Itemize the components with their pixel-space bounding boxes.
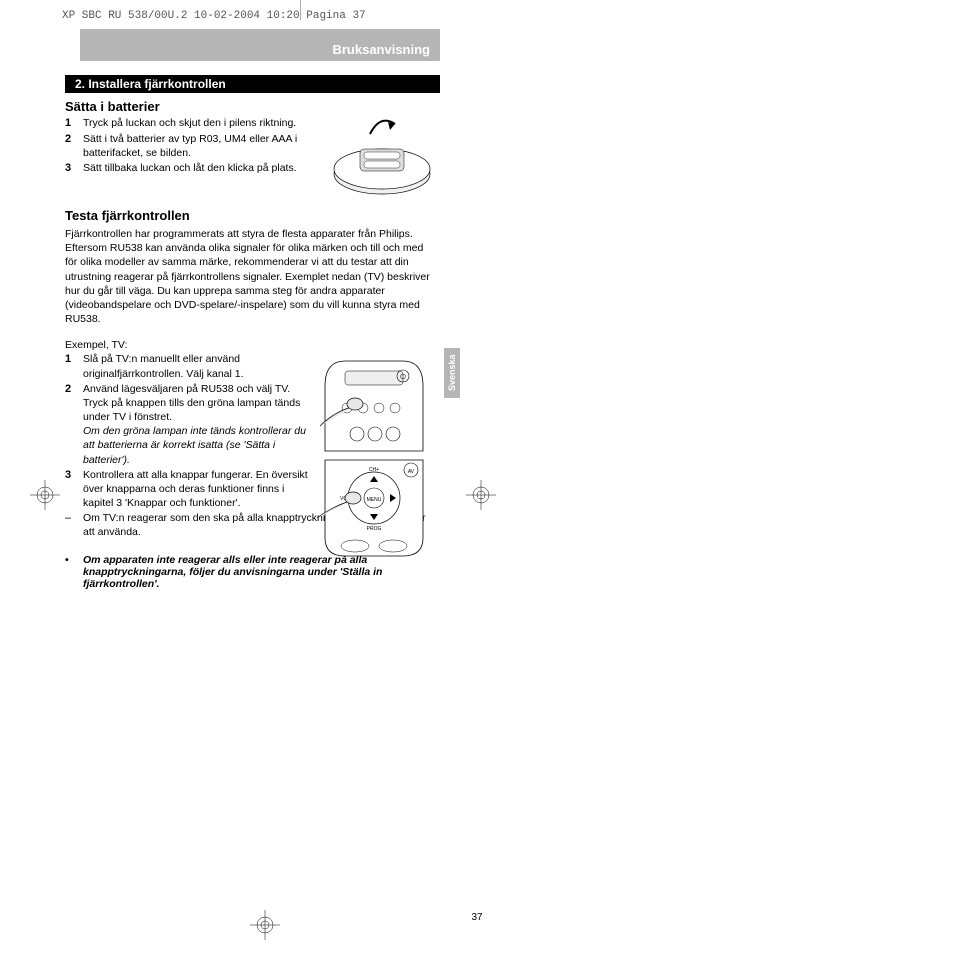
step-text: Slå på TV:n manuellt eller använd origin… [83,352,313,380]
test-steps: 1 Slå på TV:n manuellt eller använd orig… [65,352,313,510]
step-text: Tryck på luckan och skjut den i pilens r… [83,116,320,131]
step-number: 3 [65,468,83,511]
registration-mark-right [466,480,496,510]
remote-top-illustration: ⏻ [315,356,433,456]
banner-title: Bruksanvisning [332,42,430,57]
step-number: 1 [65,116,83,131]
print-header: XP SBC RU 538/00U.2 10-02-2004 10:20 Pag… [62,10,366,22]
step-number: 2 [65,132,83,160]
registration-mark-left [30,480,60,510]
step-row: 1 Slå på TV:n manuellt eller använd orig… [65,352,313,380]
svg-text:CH+: CH+ [369,467,379,473]
step-row: 2 Använd lägesväljaren på RU538 och välj… [65,382,313,467]
step-text-plain: Använd lägesväljaren på RU538 och välj T… [83,383,300,423]
battery-illustration [330,104,434,199]
banner: Bruksanvisning [80,29,440,61]
example-label: Exempel, TV: [65,338,445,352]
svg-text:⏻: ⏻ [400,373,406,381]
svg-text:MENU: MENU [367,497,382,503]
step-row: 3 Sätt tillbaka luckan och låt den klick… [65,161,320,176]
section-header: 2. Installera fjärrkontrollen [65,75,440,93]
svg-text:AV: AV [408,469,415,475]
step-text: Sätt tillbaka luckan och låt den klicka … [83,161,320,176]
step-row: 3 Kontrollera att alla knappar fungerar.… [65,468,313,511]
dash-marker: – [65,511,83,539]
step-row: 2 Sätt i två batterier av typ R03, UM4 e… [65,132,320,160]
bullet-mark: • [65,554,83,590]
page-number: 37 [0,912,954,923]
subhead-test: Testa fjärrkontrollen [65,208,445,223]
svg-text:PROG: PROG [367,526,382,532]
manual-page: XP SBC RU 538/00U.2 10-02-2004 10:20 Pag… [0,0,954,960]
step-text: Kontrollera att alla knappar fungerar. E… [83,468,313,511]
remote-nav-illustration: MENU CH+ PROG VOL AV [315,458,433,558]
step-text: Använd lägesväljaren på RU538 och välj T… [83,382,313,467]
step-number: 3 [65,161,83,176]
step-row: 1 Tryck på luckan och skjut den i pilens… [65,116,320,131]
step-number: 2 [65,382,83,467]
intro-paragraph: Fjärrkontrollen har programmerats att st… [65,227,435,326]
bullet-text: Om apparaten inte reagerar alls eller in… [83,554,435,590]
step-text: Sätt i två batterier av typ R03, UM4 ell… [83,132,320,160]
top-crop-mark [300,0,301,20]
language-tab: Svenska [444,348,460,398]
step-text-italic: Om den gröna lampan inte tänds kontrolle… [83,425,306,465]
battery-steps: 1 Tryck på luckan och skjut den i pilens… [65,116,320,176]
step-number: 1 [65,352,83,380]
note-bullet: • Om apparaten inte reagerar alls eller … [65,554,435,590]
